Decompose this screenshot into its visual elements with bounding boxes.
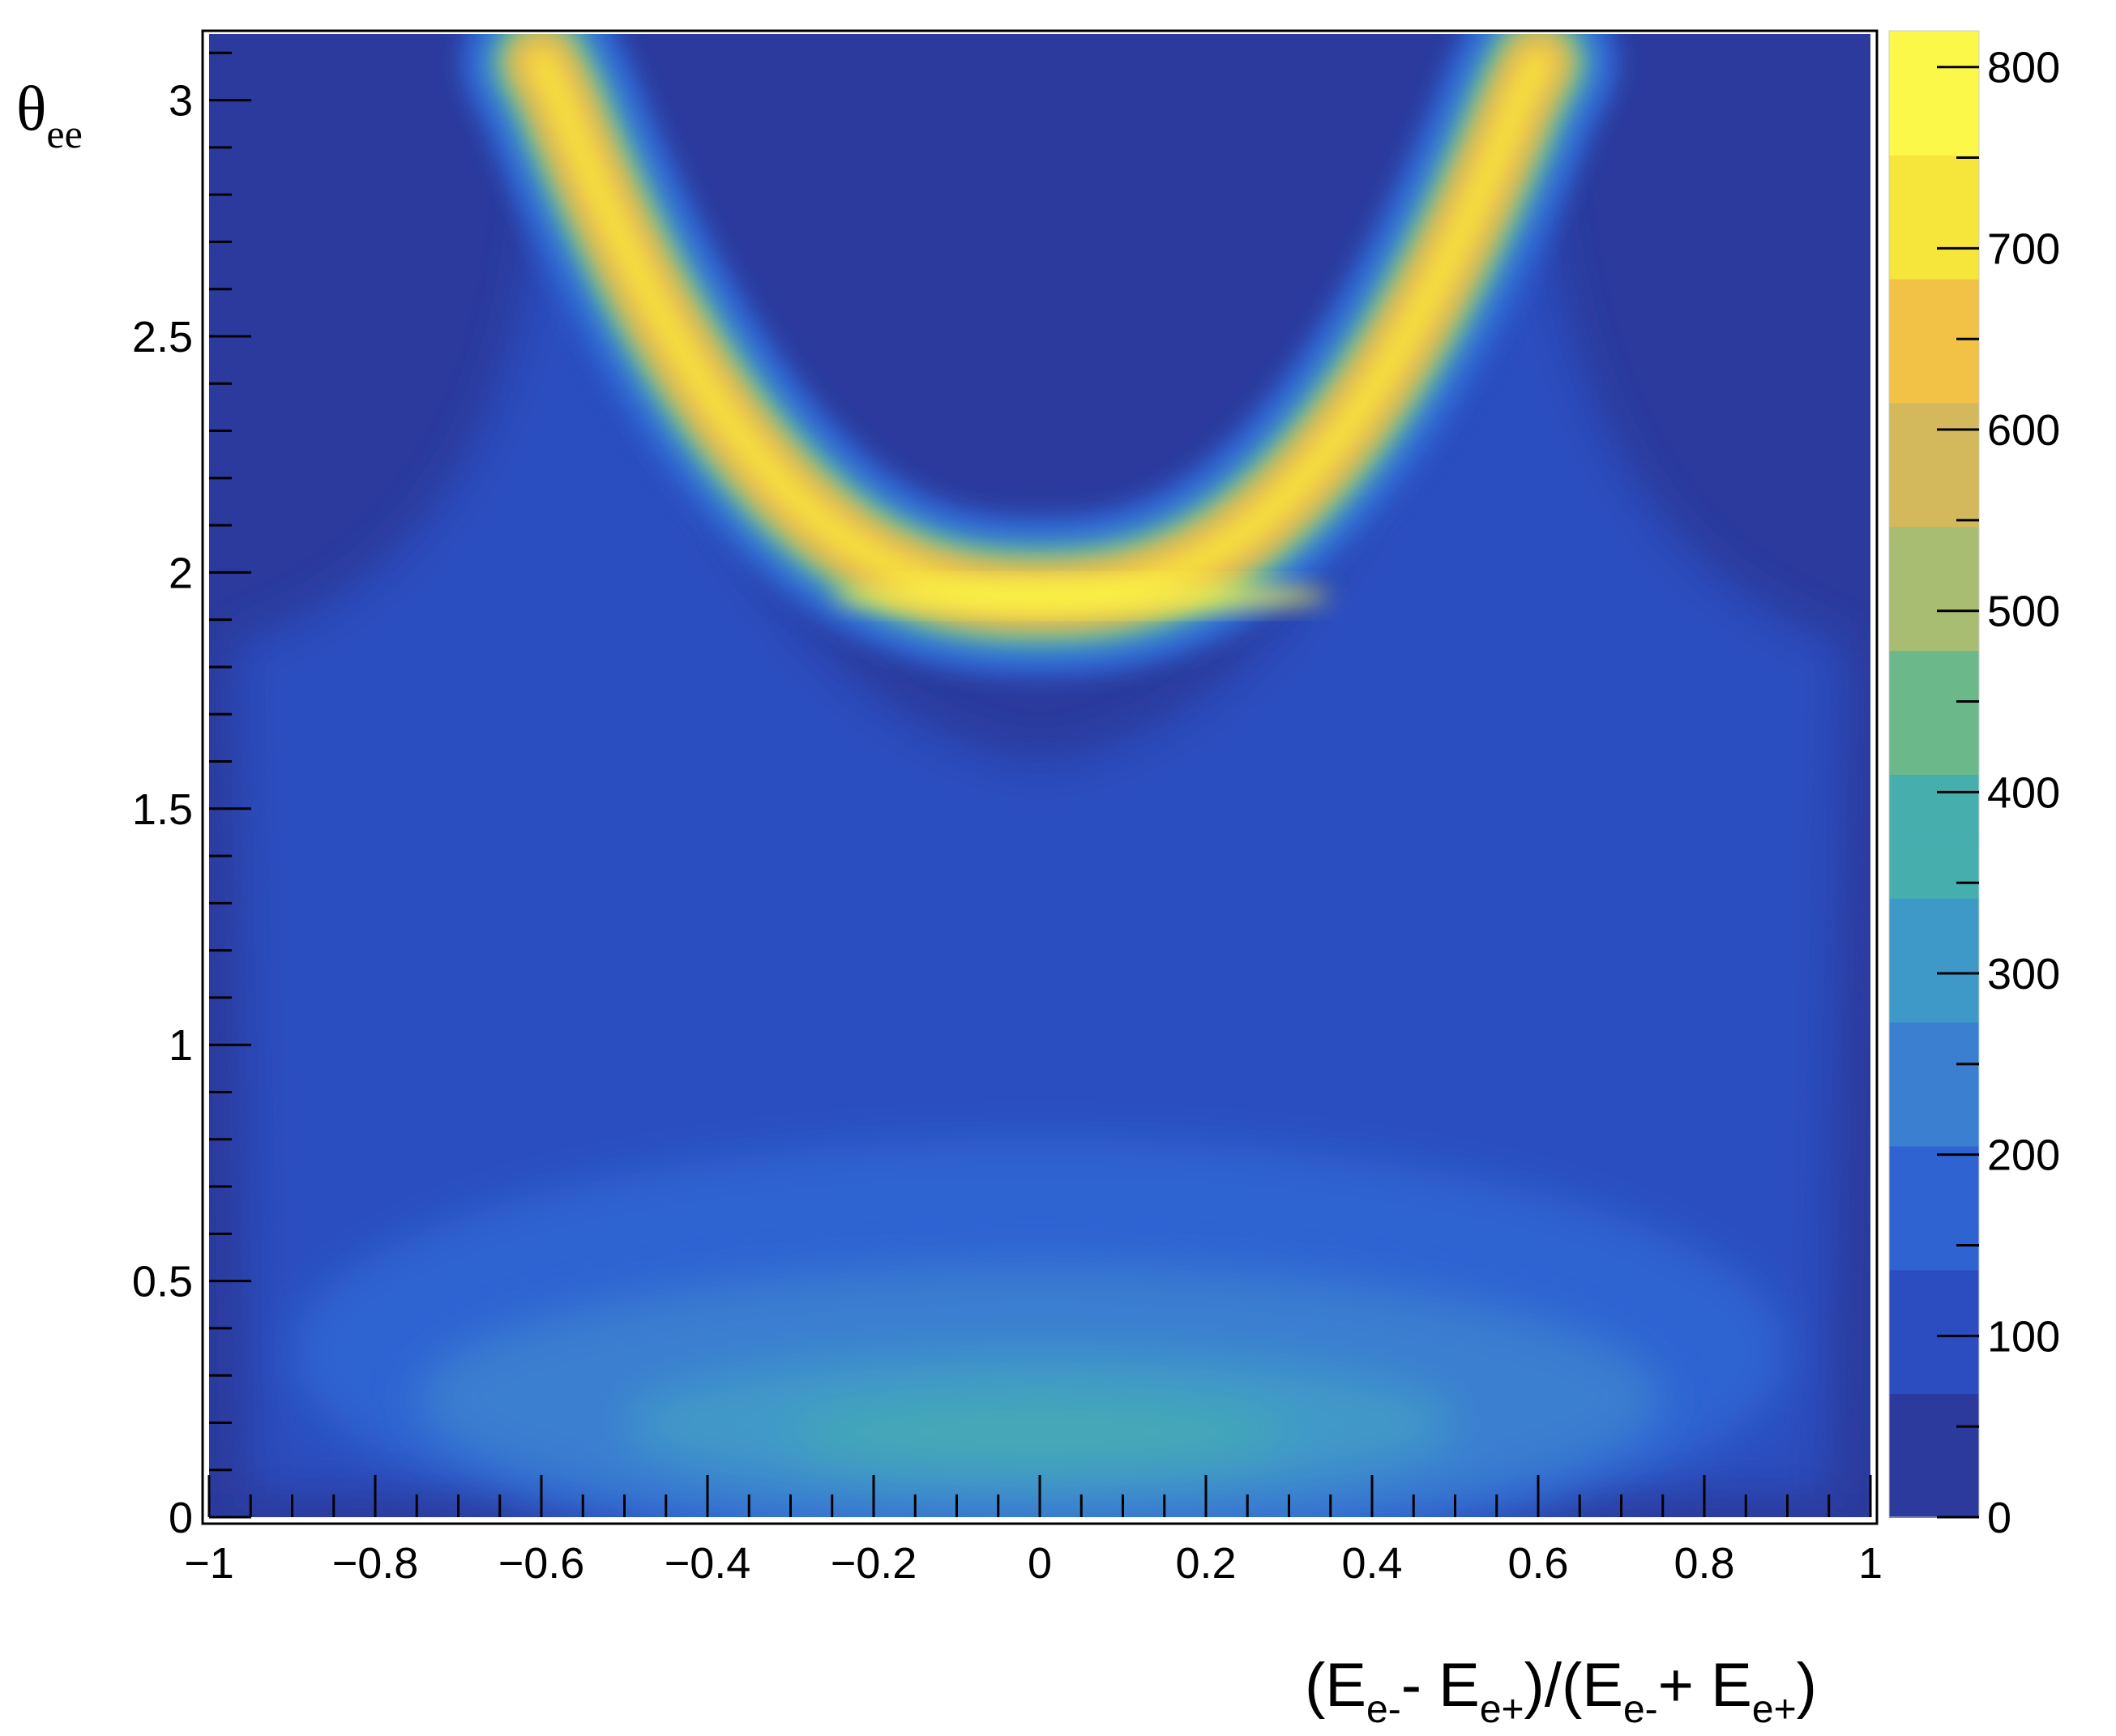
colorbar-bin <box>1889 1331 1979 1395</box>
colorbar-bin <box>1889 897 1979 961</box>
colorbar-bin <box>1889 340 1979 404</box>
x-tick-label: 0.6 <box>1507 1539 1568 1588</box>
colorbar-bin <box>1889 526 1979 589</box>
y-tick-label: 1.5 <box>132 785 193 834</box>
plot-frame <box>201 29 1879 1525</box>
heatmap-plot-area <box>209 34 1870 1517</box>
colorbar-bin <box>1889 464 1979 528</box>
x-tick-label: 0 <box>1028 1539 1052 1588</box>
crescent-peak <box>831 578 1331 614</box>
colorbar-bin <box>1889 92 1979 156</box>
y-tick-label: 0 <box>169 1494 193 1542</box>
colorbar-tick-label: 100 <box>1987 1312 2060 1361</box>
x-tick-label: 1 <box>1858 1539 1883 1588</box>
colorbar-tick-label: 800 <box>1987 44 2060 92</box>
colorbar-bin <box>1889 402 1979 465</box>
x-tick-label: −0.8 <box>332 1539 419 1588</box>
y-tick-label: 3 <box>169 77 193 126</box>
colorbar-tick-label: 500 <box>1987 588 2060 636</box>
y-tick-label: 2.5 <box>132 313 193 361</box>
colorbar-tick-label: 0 <box>1987 1494 2011 1542</box>
colorbar-bin <box>1889 1207 1979 1271</box>
colorbar-bin <box>1889 1393 1979 1456</box>
colorbar-frame <box>1888 30 1980 1518</box>
x-tick-label: −0.4 <box>665 1539 751 1588</box>
y-tick-label: 2 <box>169 549 193 597</box>
colorbar-bin <box>1889 712 1979 775</box>
x-tick-label: −1 <box>184 1539 234 1588</box>
y-tick-label: 0.5 <box>132 1258 193 1306</box>
colorbar-bin <box>1889 960 1979 1023</box>
x-tick-label: −0.6 <box>498 1539 585 1588</box>
x-tick-label: 0.4 <box>1341 1539 1402 1588</box>
colorbar-bin <box>1889 1455 1979 1518</box>
colorbar-bin <box>1889 278 1979 342</box>
colorbar-bin <box>1889 1021 1979 1085</box>
colorbar-tick-label: 300 <box>1987 950 2060 998</box>
colorbar-bin <box>1889 836 1979 899</box>
x-tick-label: −0.2 <box>831 1539 917 1588</box>
heatmap-low-region <box>417 1267 1663 1517</box>
colorbar-bin <box>1889 1145 1979 1208</box>
x-tick-label: 0.2 <box>1175 1539 1236 1588</box>
colorbar-tick-label: 700 <box>1987 224 2060 273</box>
colorbar-tick-label: 400 <box>1987 768 2060 817</box>
colorbar-bin <box>1889 154 1979 218</box>
y-axis-title: θee <box>16 73 83 156</box>
colorbar-bin <box>1889 1084 1979 1147</box>
y-axis: 0 0.5 1 1.5 2 2.5 3 <box>132 51 251 1542</box>
x-tick-label: 0.8 <box>1674 1539 1734 1588</box>
heatmap-crescent-band <box>460 34 1619 678</box>
colorbar-tick-label: 200 <box>1987 1131 2060 1180</box>
colorbar-bin <box>1889 650 1979 713</box>
colorbar-bin <box>1889 588 1979 652</box>
colorbar-bin <box>1889 31 1979 94</box>
colorbar-bin <box>1889 1269 1979 1332</box>
colorbar-tick-label: 600 <box>1987 406 2060 455</box>
colorbar-axis: 0 100 200 300 400 500 600 700 800 <box>1937 44 2060 1542</box>
y-tick-label: 1 <box>169 1021 193 1070</box>
x-axis-title: (Ee-- Ee+)/(Ee-+ Ee+) <box>1305 1651 1817 1731</box>
x-axis: −1 −0.8 −0.6 −0.4 −0.2 0 0.2 0.4 0.6 0.8 1 <box>184 1475 1883 1588</box>
colorbar <box>1888 30 1980 1518</box>
colorbar-bin <box>1889 774 1979 837</box>
